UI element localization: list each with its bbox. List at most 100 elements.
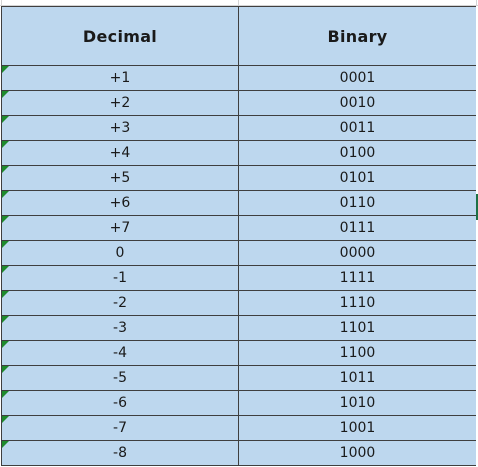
decimal-value: +1 bbox=[109, 70, 131, 86]
number-stored-as-text-indicator-icon[interactable] bbox=[2, 266, 9, 273]
number-stored-as-text-indicator-icon[interactable] bbox=[2, 416, 9, 423]
binary-cell[interactable]: 1000 bbox=[238, 440, 477, 466]
decimal-cell[interactable]: +1 bbox=[1, 65, 239, 91]
decimal-value: +7 bbox=[109, 220, 131, 236]
decimal-cell[interactable]: -3 bbox=[1, 315, 239, 341]
binary-cell[interactable]: 1010 bbox=[238, 390, 477, 416]
number-stored-as-text-indicator-icon[interactable] bbox=[2, 291, 9, 298]
decimal-cell[interactable]: -6 bbox=[1, 390, 239, 416]
decimal-cell[interactable]: -2 bbox=[1, 290, 239, 316]
binary-cell[interactable]: 1110 bbox=[238, 290, 477, 316]
header-row: Decimal Binary bbox=[1, 6, 477, 66]
binary-value: 0001 bbox=[339, 70, 376, 86]
row-gridline bbox=[0, 0, 478, 6]
table-row: -4 1100 bbox=[1, 340, 477, 366]
decimal-value: -1 bbox=[113, 270, 127, 286]
binary-cell[interactable]: 1100 bbox=[238, 340, 477, 366]
number-stored-as-text-indicator-icon[interactable] bbox=[2, 191, 9, 198]
decimal-cell[interactable]: +3 bbox=[1, 115, 239, 141]
decimal-cell[interactable]: +4 bbox=[1, 140, 239, 166]
binary-value: 1011 bbox=[339, 370, 376, 386]
decimal-cell[interactable]: -4 bbox=[1, 340, 239, 366]
table-row: +4 0100 bbox=[1, 140, 477, 166]
decimal-value: -4 bbox=[113, 345, 127, 361]
binary-cell[interactable]: 0101 bbox=[238, 165, 477, 191]
decimal-value: +2 bbox=[109, 95, 131, 111]
decimal-header-cell[interactable]: Decimal bbox=[1, 6, 239, 66]
table-row: +7 0111 bbox=[1, 215, 477, 241]
number-stored-as-text-indicator-icon[interactable] bbox=[2, 441, 9, 448]
column-divider bbox=[1, 0, 2, 6]
binary-value: 1000 bbox=[339, 445, 376, 461]
number-stored-as-text-indicator-icon[interactable] bbox=[2, 316, 9, 323]
column-divider bbox=[476, 0, 477, 6]
decimal-value: +5 bbox=[109, 170, 131, 186]
binary-value: 0101 bbox=[339, 170, 376, 186]
decimal-cell[interactable]: +6 bbox=[1, 190, 239, 216]
table-row: -1 1111 bbox=[1, 265, 477, 291]
binary-cell[interactable]: 0011 bbox=[238, 115, 477, 141]
binary-cell[interactable]: 1111 bbox=[238, 265, 477, 291]
binary-value: 1110 bbox=[339, 295, 376, 311]
decimal-value: -6 bbox=[113, 395, 127, 411]
decimal-cell[interactable]: -7 bbox=[1, 415, 239, 441]
binary-value: 0111 bbox=[339, 220, 376, 236]
number-stored-as-text-indicator-icon[interactable] bbox=[2, 166, 9, 173]
binary-value: 1101 bbox=[339, 320, 376, 336]
decimal-value: -2 bbox=[113, 295, 127, 311]
binary-cell[interactable]: 1101 bbox=[238, 315, 477, 341]
number-stored-as-text-indicator-icon[interactable] bbox=[2, 116, 9, 123]
number-stored-as-text-indicator-icon[interactable] bbox=[2, 341, 9, 348]
table-row: -5 1011 bbox=[1, 365, 477, 391]
sheet-right-edge bbox=[476, 6, 478, 467]
number-stored-as-text-indicator-icon[interactable] bbox=[2, 391, 9, 398]
decimal-cell[interactable]: -5 bbox=[1, 365, 239, 391]
table-row: +1 0001 bbox=[1, 65, 477, 91]
decimal-cell[interactable]: -8 bbox=[1, 440, 239, 466]
decimal-value: 0 bbox=[115, 245, 125, 261]
decimal-value: -5 bbox=[113, 370, 127, 386]
table-row: +3 0011 bbox=[1, 115, 477, 141]
decimal-cell[interactable]: +7 bbox=[1, 215, 239, 241]
table-row: -6 1010 bbox=[1, 390, 477, 416]
number-stored-as-text-indicator-icon[interactable] bbox=[2, 91, 9, 98]
table-row: -8 1000 bbox=[1, 440, 477, 466]
number-stored-as-text-indicator-icon[interactable] bbox=[2, 366, 9, 373]
binary-cell[interactable]: 0111 bbox=[238, 215, 477, 241]
binary-value: 0010 bbox=[339, 95, 376, 111]
decimal-value: +4 bbox=[109, 145, 131, 161]
column-divider bbox=[238, 0, 239, 6]
binary-value: 0000 bbox=[339, 245, 376, 261]
decimal-value: +6 bbox=[109, 195, 131, 211]
decimal-cell[interactable]: 0 bbox=[1, 240, 239, 266]
binary-cell[interactable]: 1001 bbox=[238, 415, 477, 441]
decimal-value: +3 bbox=[109, 120, 131, 136]
number-stored-as-text-indicator-icon[interactable] bbox=[2, 141, 9, 148]
binary-cell[interactable]: 1011 bbox=[238, 365, 477, 391]
table-row: +2 0010 bbox=[1, 90, 477, 116]
binary-cell[interactable]: 0001 bbox=[238, 65, 477, 91]
binary-cell[interactable]: 0110 bbox=[238, 190, 477, 216]
decimal-value: -7 bbox=[113, 420, 127, 436]
table-body: +1 0001 +2 0010 +3 0011 +4 0100 +5 0101 +6 0110 +7 01… bbox=[1, 65, 477, 466]
binary-value: 1111 bbox=[339, 270, 376, 286]
decimal-binary-table: Decimal Binary +1 0001 +2 0010 +3 0011 +4 0100 +… bbox=[1, 6, 477, 466]
table-row: -3 1101 bbox=[1, 315, 477, 341]
binary-value: 1010 bbox=[339, 395, 376, 411]
number-stored-as-text-indicator-icon[interactable] bbox=[2, 66, 9, 73]
binary-cell[interactable]: 0010 bbox=[238, 90, 477, 116]
table-row: +6 0110 bbox=[1, 190, 477, 216]
table-row: -2 1110 bbox=[1, 290, 477, 316]
binary-cell[interactable]: 0000 bbox=[238, 240, 477, 266]
decimal-value: -3 bbox=[113, 320, 127, 336]
table-row: -7 1001 bbox=[1, 415, 477, 441]
binary-value: 0100 bbox=[339, 145, 376, 161]
number-stored-as-text-indicator-icon[interactable] bbox=[2, 241, 9, 248]
number-stored-as-text-indicator-icon[interactable] bbox=[2, 216, 9, 223]
decimal-cell[interactable]: -1 bbox=[1, 265, 239, 291]
decimal-cell[interactable]: +2 bbox=[1, 90, 239, 116]
binary-header-cell[interactable]: Binary bbox=[238, 6, 477, 66]
binary-cell[interactable]: 0100 bbox=[238, 140, 477, 166]
decimal-cell[interactable]: +5 bbox=[1, 165, 239, 191]
